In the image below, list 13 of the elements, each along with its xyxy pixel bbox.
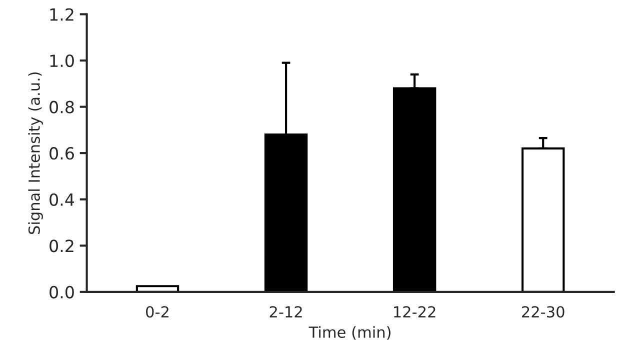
y-tick-label: 0.0 (50, 286, 74, 298)
x-tick-label: 22-30 (522, 306, 564, 318)
x-axis-title: Time (min) (308, 326, 390, 340)
y-tick-label: 0.2 (50, 240, 74, 252)
y-tick-label: 0.6 (50, 147, 74, 160)
y-tick-label: 1.0 (50, 54, 74, 68)
y-tick-label: 1.2 (50, 8, 74, 21)
y-axis-title: Signal Intensity (a.u.) (28, 72, 43, 234)
y-tick-label: 0.4 (50, 193, 74, 206)
x-tick-label: 0-2 (146, 306, 168, 318)
x-tick-label: 12-22 (394, 306, 436, 318)
y-tick-label: 0.8 (50, 100, 74, 114)
x-tick-label: 2-12 (270, 306, 302, 318)
